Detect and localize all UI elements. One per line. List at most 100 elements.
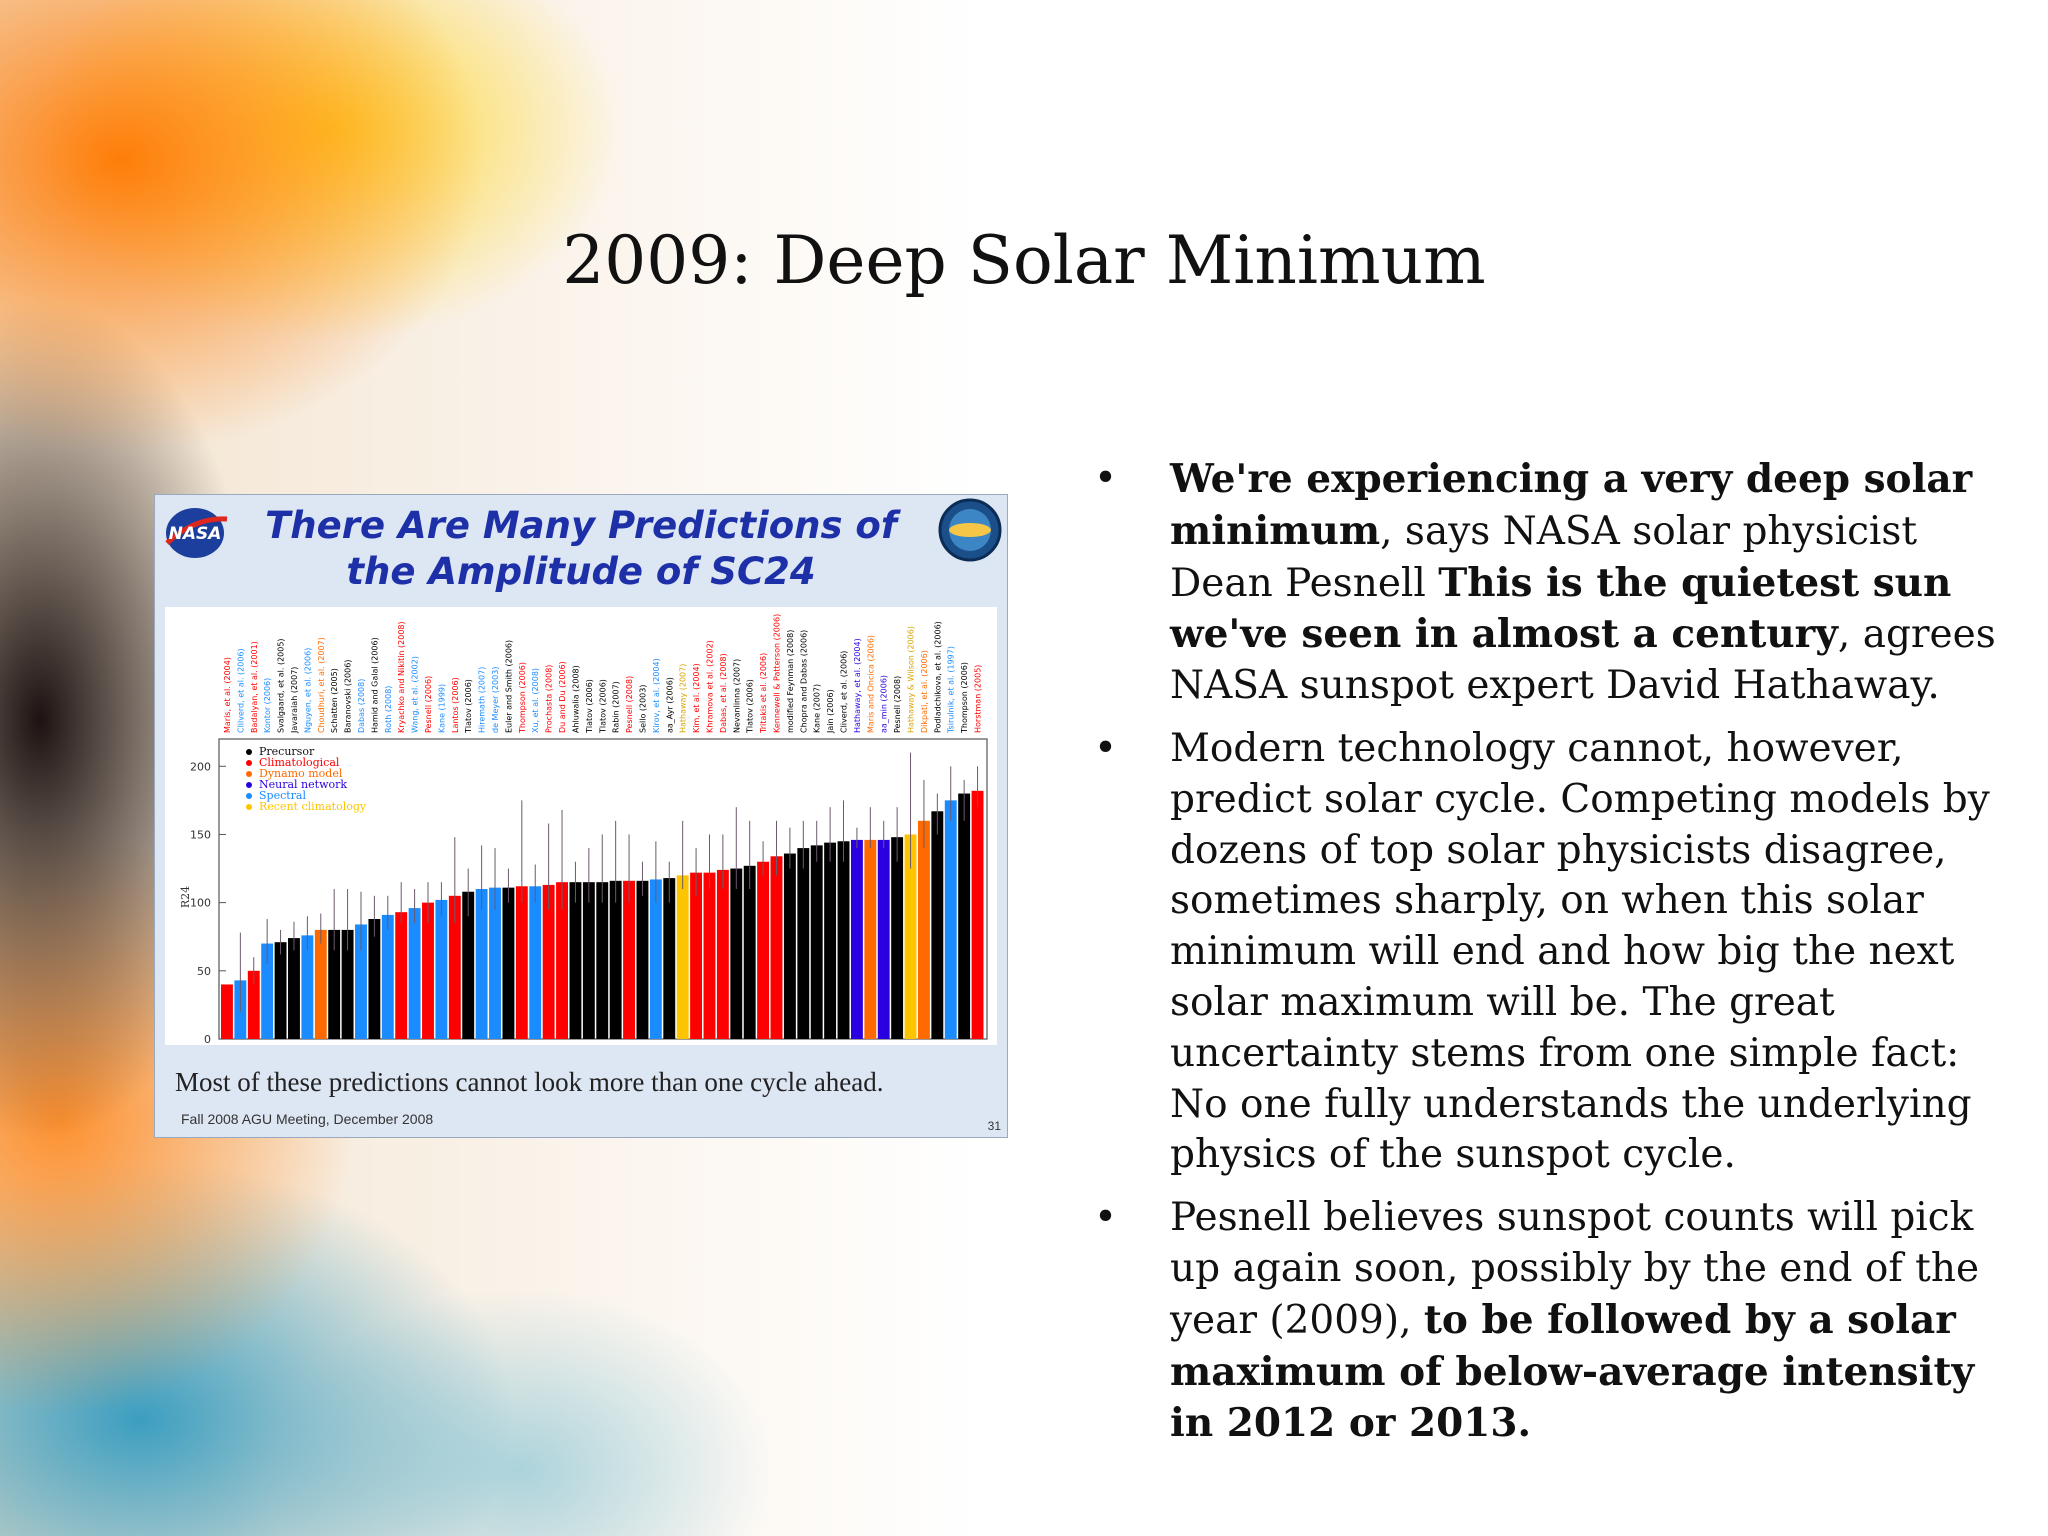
y-tick-label: 0 xyxy=(204,1033,211,1045)
x-tick-label: Maris and Oncica (2006) xyxy=(866,635,875,733)
x-tick-label: Kryachko and Nikitin (2008) xyxy=(397,621,406,733)
bar xyxy=(569,882,582,1039)
y-tick-label: 150 xyxy=(190,828,211,841)
bar xyxy=(716,869,729,1039)
figure-page-number: 31 xyxy=(987,1119,1001,1133)
x-tick-label: Sello (2003) xyxy=(638,685,647,733)
x-tick-label: Horstman (2005) xyxy=(974,665,983,733)
bullet-dot: • xyxy=(1094,725,1118,771)
x-tick-label: Kirov, et al. (2004) xyxy=(652,658,661,733)
bullet-text: Pesnell believes sunspot counts will pic… xyxy=(1170,1195,1980,1343)
bar xyxy=(609,880,622,1039)
bullet-dot: • xyxy=(1094,456,1118,501)
x-tick-label: Rabin (2007) xyxy=(612,681,621,733)
bar xyxy=(944,800,957,1039)
x-tick-label: Hamid and Galal (2006) xyxy=(370,637,379,733)
legend-label: Climatological xyxy=(259,756,340,769)
x-tick-label: Ahluwalia (2008) xyxy=(571,665,580,733)
bar xyxy=(917,820,930,1039)
x-tick-label: Pesnell (2006) xyxy=(424,676,433,733)
x-tick-label: Podladchikova, et al. (2006) xyxy=(933,621,942,733)
legend-label: Neural network xyxy=(259,778,347,791)
legend-dot xyxy=(246,760,252,766)
observatory-seal-icon xyxy=(938,498,1002,562)
x-tick-label: Pesnell (2008) xyxy=(893,676,902,733)
bullet-text: Modern technology cannot, however, predi… xyxy=(1170,725,1990,1178)
x-tick-label: Chopra and Dabas (2006) xyxy=(799,630,808,733)
legend-dot xyxy=(246,771,252,777)
x-tick-label: Hathaway (2007) xyxy=(679,664,688,733)
bar xyxy=(676,875,689,1039)
bar xyxy=(247,970,260,1039)
bullet-list: • We're experiencing a very deep solar mi… xyxy=(1094,454,2024,1462)
bar xyxy=(703,872,716,1039)
x-tick-label: Lantos (2006) xyxy=(451,677,460,733)
bar xyxy=(542,884,555,1039)
x-tick-label: Pesnell (2008) xyxy=(625,676,634,733)
legend-dot xyxy=(246,782,252,788)
x-tick-label: modified Feynman (2008) xyxy=(786,630,795,733)
legend-dot xyxy=(246,793,252,799)
x-tick-label: Dabas, et al. (2008) xyxy=(719,653,728,733)
figure-caption: Most of these predictions cannot look mo… xyxy=(175,1067,884,1097)
y-axis-label: R24 xyxy=(179,886,192,908)
x-tick-label: Choudhuri, et al. (2007) xyxy=(317,637,326,733)
x-tick-label: Baranovski (2006) xyxy=(344,660,353,733)
bullet-item: • We're experiencing a very deep solar mi… xyxy=(1094,454,2024,712)
bar xyxy=(515,886,528,1039)
bar-chart: 0 50 100 150 200 R24 Maris, et al. (2004) Clilv… xyxy=(179,614,988,1045)
bar xyxy=(381,914,394,1039)
x-tick-label: Dikpati, et al. (2006) xyxy=(920,650,929,733)
figure-title-line1: There Are Many Predictions of xyxy=(265,504,897,547)
x-tick-label: Tsirulnik, et al. (1997) xyxy=(947,646,956,734)
x-tick-label: Dabas (2008) xyxy=(357,679,366,733)
x-tick-label: Prochasta (2008) xyxy=(545,665,554,733)
figure-title-line2: the Amplitude of SC24 xyxy=(346,550,816,593)
bar xyxy=(261,943,274,1039)
prediction-figure: NASA There Are Many Predictions of the A… xyxy=(154,494,1008,1138)
bar xyxy=(743,865,756,1039)
x-tick-label: Clilverd, et al. (2006) xyxy=(236,648,245,733)
legend-label: Dynamo model xyxy=(259,767,343,780)
x-tick-label: Wang, et al. (2002) xyxy=(411,656,420,733)
bar xyxy=(931,811,944,1039)
x-tick-label: Javaraiah (2007) xyxy=(290,667,299,734)
bar xyxy=(274,942,287,1039)
bar xyxy=(502,887,515,1039)
bar xyxy=(355,924,367,1039)
x-tick-label: Thompson (2006) xyxy=(960,662,969,734)
x-tick-label: Tlatov (2006) xyxy=(598,679,607,734)
bar xyxy=(328,929,341,1039)
bar xyxy=(448,895,461,1039)
x-tick-label: Kim, et al. (2004) xyxy=(692,663,701,733)
chart-panel: 0 50 100 150 200 R24 Maris, et al. (2004) Clilv… xyxy=(165,607,997,1045)
x-tick-label: aa_Ayr (2006) xyxy=(665,677,674,733)
x-tick-label: Maris, et al. (2004) xyxy=(223,657,232,733)
x-tick-label: Hiremath (2007) xyxy=(478,667,487,733)
bar xyxy=(837,841,850,1039)
x-tick-label: Badalyan, et al. (2001) xyxy=(250,641,259,733)
bar xyxy=(810,845,823,1039)
bar xyxy=(556,882,568,1039)
x-tick-label: Nevanlinna (2007) xyxy=(732,659,741,733)
x-tick-label: Tritakis et al. (2006) xyxy=(759,653,768,734)
slide-title: 2009: Deep Solar Minimum xyxy=(562,222,1486,299)
x-tick-label: de Meyer (2003) xyxy=(491,667,500,733)
bar xyxy=(690,872,703,1039)
bar xyxy=(958,793,971,1039)
bar xyxy=(596,882,609,1039)
bar xyxy=(475,889,488,1039)
x-tick-label: Du and Du (2006) xyxy=(558,661,567,733)
x-tick-label: Cliverd, et al. (2006) xyxy=(840,651,849,733)
bullet-bold-text: This is the quietest sun we've seen in a… xyxy=(1170,559,1952,658)
x-tick-label: Tlatov (2006) xyxy=(464,679,473,734)
legend-label: Precursor xyxy=(259,745,315,758)
x-tick-label: Kane (2007) xyxy=(813,684,822,733)
bar xyxy=(663,878,676,1039)
y-tick-label: 50 xyxy=(197,965,211,978)
bar xyxy=(288,938,300,1039)
x-tick-label: Hathaway & Wilson (2006) xyxy=(907,626,916,733)
bar xyxy=(221,984,233,1039)
x-tick-label: Kennewell & Patterson (2006) xyxy=(772,614,781,733)
bullet-item: • Pesnell believes sunspot counts will pi… xyxy=(1094,1193,2024,1450)
